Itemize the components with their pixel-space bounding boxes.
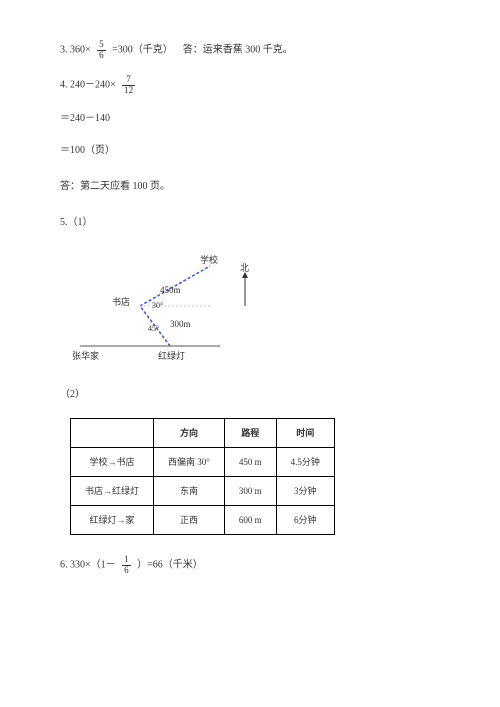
cell: 300 m (224, 476, 276, 505)
q3-line: 3. 360× 5 6 =300（千克） 答：运来香蕉 300 千克。 (60, 40, 440, 61)
th-blank (71, 418, 154, 447)
q4-fraction: 7 12 (122, 75, 135, 96)
q4-answer: 答：第二天应看 100 页。 (60, 178, 440, 196)
cell: 450 m (224, 447, 276, 476)
q6-after: ）=66（千米） (137, 560, 203, 571)
q4-line2: ＝240－140 (60, 110, 440, 128)
table-header-row: 方向 路程 时间 (71, 418, 335, 447)
th-distance: 路程 (224, 418, 276, 447)
q6-frac-den: 6 (122, 566, 131, 576)
lbl-bookstore: 书店 (112, 294, 130, 310)
lbl-30deg: 30° (152, 299, 163, 313)
cell: 4.5分钟 (276, 447, 334, 476)
q4-l1a: 4. 240－240× (60, 79, 116, 90)
q6-prefix: 6. 330×（1－ (60, 560, 116, 571)
cell: 600 m (224, 506, 276, 535)
lbl-light: 红绿灯 (158, 348, 185, 364)
q3-prefix: 3. 360× (60, 45, 91, 56)
cell: 书店→红绿灯 (71, 476, 154, 505)
table-row: 书店→红绿灯 东南 300 m 3分钟 (71, 476, 335, 505)
lbl-45deg: 45° (148, 322, 159, 336)
q5-label1: 5.（1） (60, 214, 440, 232)
q5-diagram: 学校 北 书店 450m 30° 45° 300m 张华家 红绿灯 (70, 246, 270, 366)
cell: 东南 (154, 476, 225, 505)
q6-line: 6. 330×（1－ 1 6 ）=66（千米） (60, 555, 440, 576)
q3-fraction: 5 6 (97, 40, 106, 61)
cell: 西偏南 30° (154, 447, 225, 476)
table-row: 学校→书店 西偏南 30° 450 m 4.5分钟 (71, 447, 335, 476)
cell: 6分钟 (276, 506, 334, 535)
lbl-300m: 300m (170, 316, 191, 332)
route-table: 方向 路程 时间 学校→书店 西偏南 30° 450 m 4.5分钟 书店→红绿… (70, 418, 335, 536)
cell: 红绿灯→家 (71, 506, 154, 535)
cell: 学校→书店 (71, 447, 154, 476)
q6-fraction: 1 6 (122, 555, 131, 576)
q3-answer: 答：运来香蕉 300 千克。 (183, 45, 293, 56)
q4-frac-den: 12 (122, 86, 135, 96)
q4-line1: 4. 240－240× 7 12 (60, 75, 440, 96)
lbl-450m: 450m (160, 282, 181, 298)
q4-line3: ＝100（页） (60, 142, 440, 160)
table-row: 红绿灯→家 正西 600 m 6分钟 (71, 506, 335, 535)
lbl-north: 北 (240, 260, 249, 276)
cell: 正西 (154, 506, 225, 535)
lbl-zhang: 张华家 (72, 348, 99, 364)
th-direction: 方向 (154, 418, 225, 447)
th-time: 时间 (276, 418, 334, 447)
lbl-school: 学校 (200, 252, 218, 268)
cell: 3分钟 (276, 476, 334, 505)
q5-label2: （2） (60, 386, 440, 404)
q3-frac-den: 6 (97, 51, 106, 61)
q3-after: =300（千克） (112, 45, 173, 56)
